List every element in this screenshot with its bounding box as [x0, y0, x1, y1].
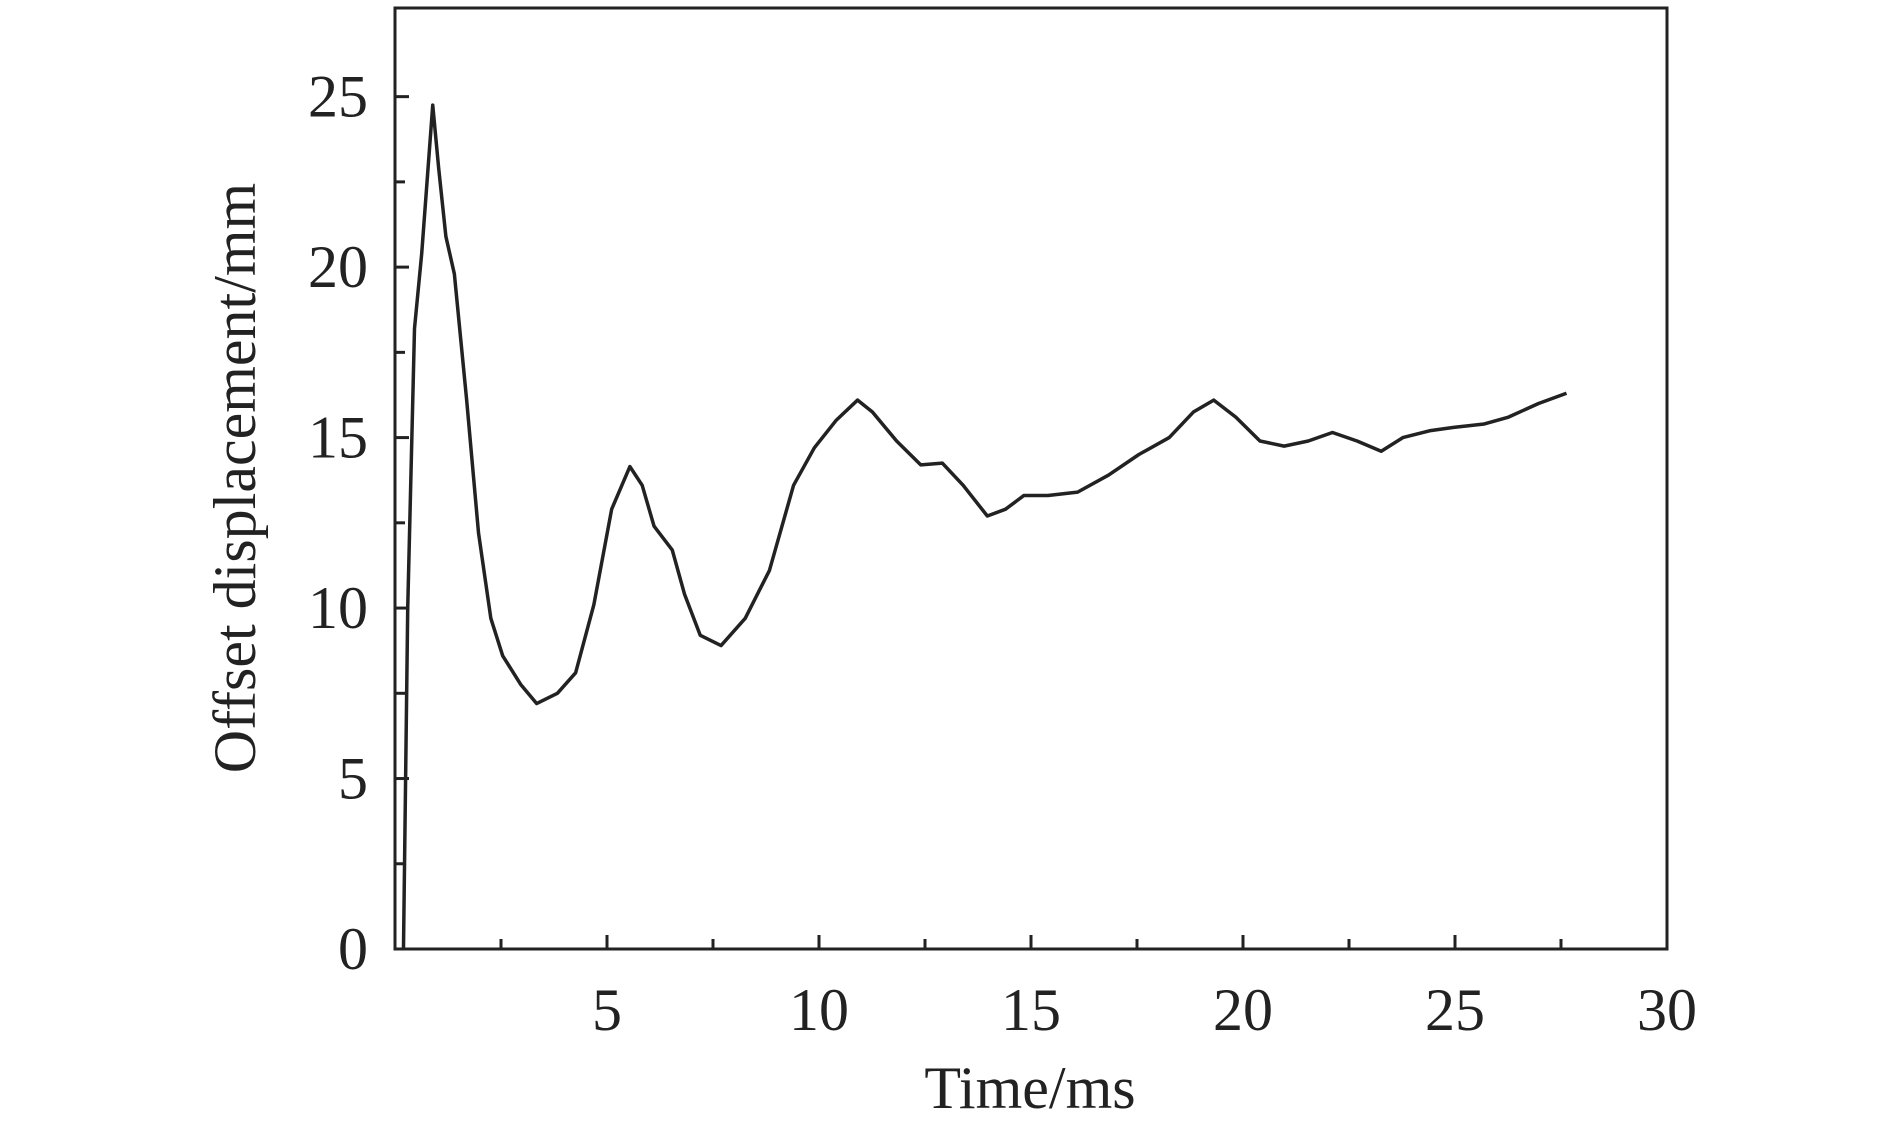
- x-tick-label: 10: [789, 977, 849, 1043]
- y-tick-label: 10: [308, 575, 368, 641]
- y-tick-label: 25: [308, 64, 368, 130]
- plot-frame: [393, 6, 1669, 951]
- x-tick-label: 30: [1637, 977, 1697, 1043]
- data-line: [401, 103, 1568, 950]
- y-tick-label: 15: [308, 405, 368, 471]
- x-tick-label: 15: [1001, 977, 1061, 1043]
- x-tick-label: 25: [1425, 977, 1485, 1043]
- y-tick-label: 0: [338, 916, 368, 982]
- x-axis-label: Time/ms: [924, 1055, 1135, 1121]
- y-tick-label: 5: [338, 746, 368, 812]
- y-axis-label: Offset displacement/mm: [202, 183, 268, 773]
- y-tick-label: 20: [308, 234, 368, 300]
- x-tick-label: 5: [592, 977, 622, 1043]
- x-tick-label: 20: [1213, 977, 1273, 1043]
